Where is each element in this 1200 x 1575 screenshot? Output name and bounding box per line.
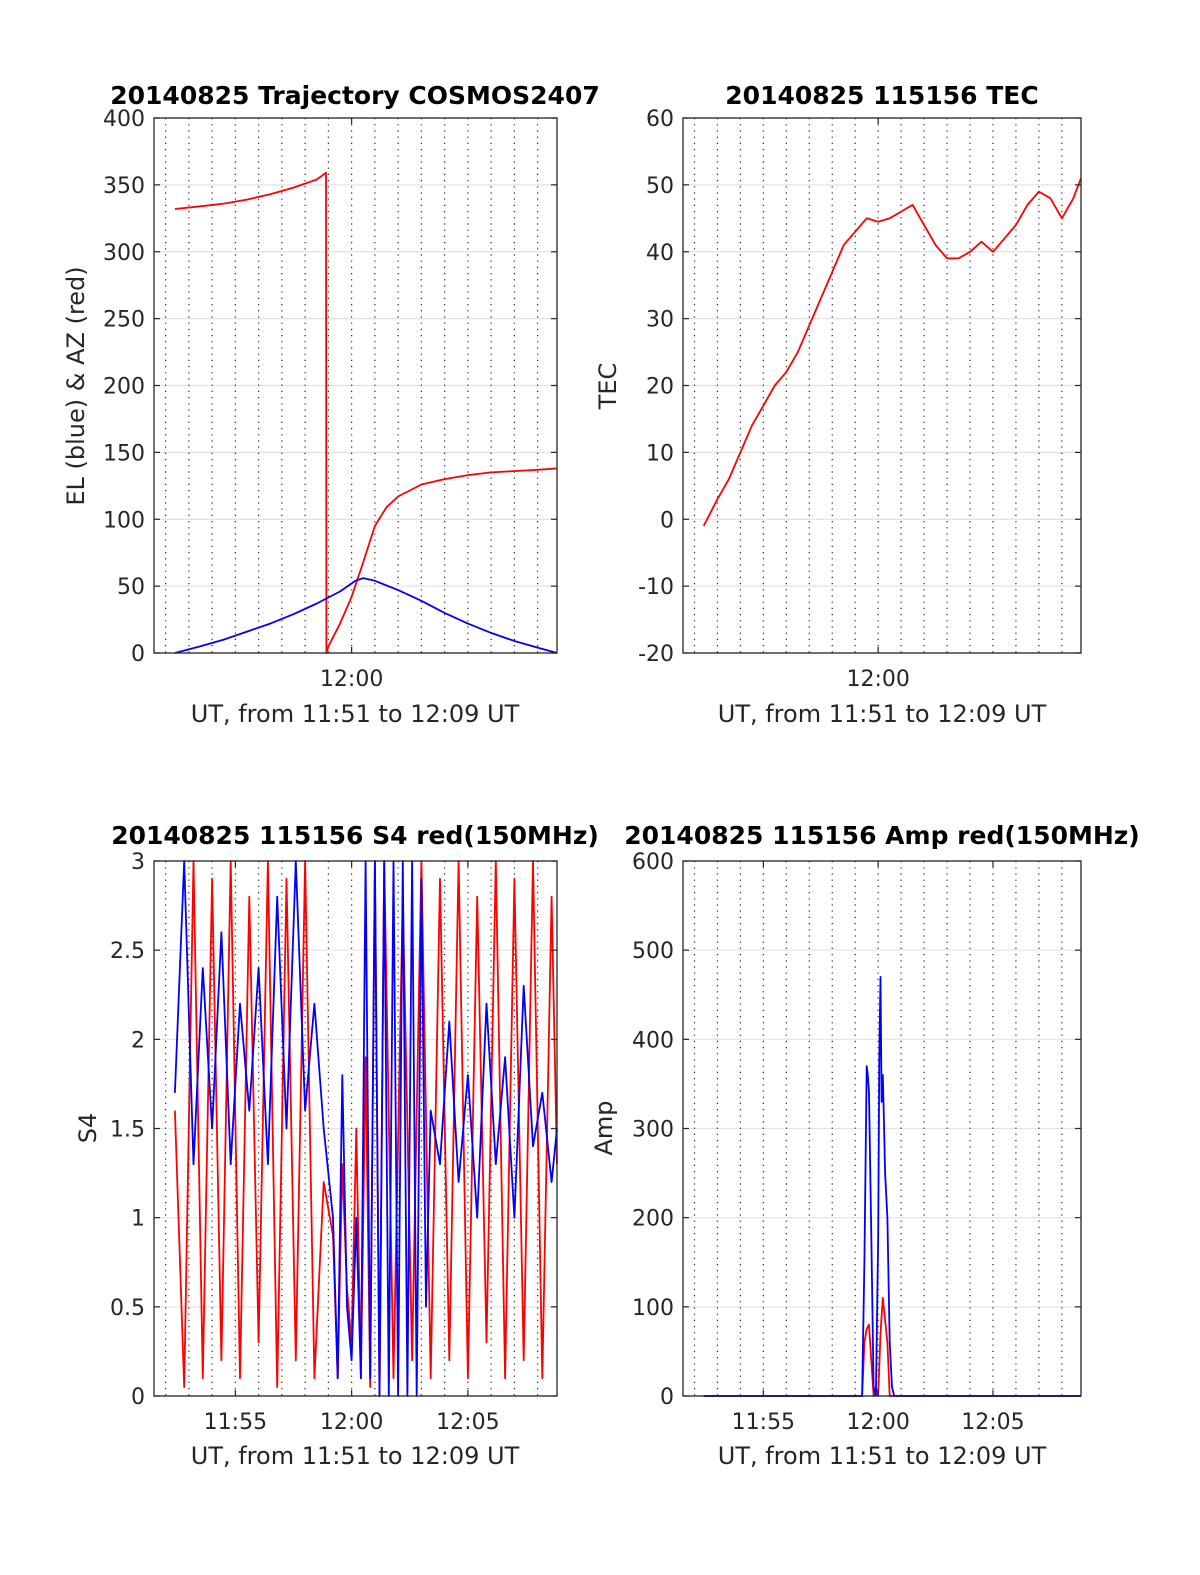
y-tick-label: 0 (660, 508, 674, 533)
y-tick-label: 250 (103, 308, 145, 333)
x-tick-label: 12:00 (320, 1410, 383, 1435)
y-tick-label: 2.5 (110, 939, 145, 964)
y-tick-label: 100 (103, 508, 145, 533)
y-tick-label: 150 (103, 441, 145, 466)
y-tick-label: 0 (660, 1385, 674, 1410)
x-tick-label: 12:00 (846, 1410, 909, 1435)
series-line-blue (174, 577, 558, 654)
series-line-blue (703, 976, 1081, 1397)
panel-tec: 20140825 115156 TEC UT, from 11:51 to 12… (594, 81, 1082, 728)
y-axis-label: TEC (594, 363, 622, 411)
y-tick-label: 50 (646, 174, 674, 199)
x-axis-label: UT, from 11:51 to 12:09 UT (191, 1442, 520, 1470)
y-tick-label: 50 (117, 575, 145, 600)
y-tick-label: 20 (646, 375, 674, 400)
y-tick-label: 10 (646, 441, 674, 466)
x-axis-label: UT, from 11:51 to 12:09 UT (191, 700, 520, 728)
x-tick-label: 12:00 (846, 667, 909, 692)
y-tick-label: 300 (632, 1118, 674, 1143)
y-tick-label: 300 (103, 241, 145, 266)
panel-title: 20140825 115156 Amp red(150MHz) (624, 821, 1140, 850)
y-tick-label: 200 (103, 375, 145, 400)
x-tick-label: 11:55 (204, 1410, 267, 1435)
panel-title: 20140825 Trajectory COSMOS2407 (110, 81, 600, 110)
y-tick-label: 1.5 (110, 1118, 145, 1143)
y-tick-label: 350 (103, 174, 145, 199)
y-tick-label: 400 (103, 107, 145, 132)
y-tick-label: 0.5 (110, 1296, 145, 1321)
panel-title: 20140825 115156 TEC (725, 81, 1038, 110)
y-tick-label: 40 (646, 241, 674, 266)
x-axis-label: UT, from 11:51 to 12:09 UT (718, 700, 1047, 728)
y-tick-label: 400 (632, 1028, 674, 1053)
y-tick-label: 0 (131, 1385, 145, 1410)
series-line-red (702, 177, 1082, 527)
x-tick-label: 12:05 (436, 1410, 499, 1435)
y-tick-label: 2 (131, 1028, 145, 1053)
y-tick-label: 60 (646, 107, 674, 132)
y-tick-label: 600 (632, 850, 674, 875)
panel-amp: 20140825 115156 Amp red(150MHz) UT, from… (590, 821, 1140, 1470)
y-axis-label: EL (blue) & AZ (red) (62, 266, 90, 505)
x-axis-label: UT, from 11:51 to 12:09 UT (718, 1442, 1047, 1470)
y-tick-label: 0 (131, 642, 145, 667)
y-tick-label: -20 (638, 642, 674, 667)
y-tick-label: 100 (632, 1296, 674, 1321)
y-tick-label: 3 (131, 850, 145, 875)
panel-s4: 20140825 115156 S4 red(150MHz) UT, from … (74, 821, 599, 1470)
y-tick-label: -10 (638, 575, 674, 600)
panel-trajectory: 20140825 Trajectory COSMOS2407 UT, from … (62, 81, 600, 728)
x-tick-label: 12:05 (961, 1410, 1024, 1435)
y-tick-label: 500 (632, 939, 674, 964)
series-line-red (174, 171, 558, 654)
y-tick-label: 200 (632, 1207, 674, 1232)
x-tick-label: 12:00 (320, 667, 383, 692)
y-axis-label: Amp (590, 1100, 618, 1155)
y-tick-label: 30 (646, 308, 674, 333)
y-axis-label: S4 (74, 1113, 102, 1144)
x-tick-label: 11:55 (732, 1410, 795, 1435)
y-tick-label: 1 (131, 1207, 145, 1232)
panel-title: 20140825 115156 S4 red(150MHz) (111, 821, 599, 850)
